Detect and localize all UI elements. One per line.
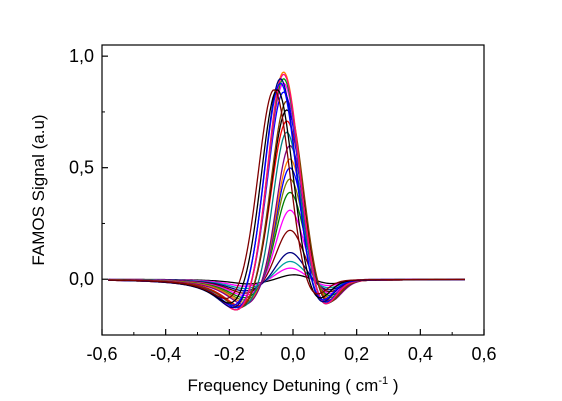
y-axis: 0,0 0,5 1,0	[69, 46, 108, 336]
x-tick-label: 0,4	[408, 344, 433, 364]
y-axis-title: FAMOS Signal (a.u)	[29, 114, 48, 265]
x-tick-label: 0,2	[344, 344, 369, 364]
series-line-24	[108, 89, 465, 300]
x-tick-label: 0,6	[471, 344, 496, 364]
y-tick-label: 1,0	[69, 46, 94, 66]
y-tick-label: 0,0	[69, 269, 94, 289]
x-axis: -0,6 -0,4 -0,2 0,0 0,2 0,4 0,6	[86, 329, 497, 364]
series-group	[108, 71, 465, 311]
y-tick-label: 0,5	[69, 158, 94, 178]
x-tick-label: -0,6	[86, 344, 117, 364]
x-tick-label: -0,2	[214, 344, 245, 364]
x-tick-label: -0,4	[150, 344, 181, 364]
x-axis-title: Frequency Detuning ( cm-1 )	[187, 375, 398, 395]
x-tick-label: 0,0	[280, 344, 305, 364]
